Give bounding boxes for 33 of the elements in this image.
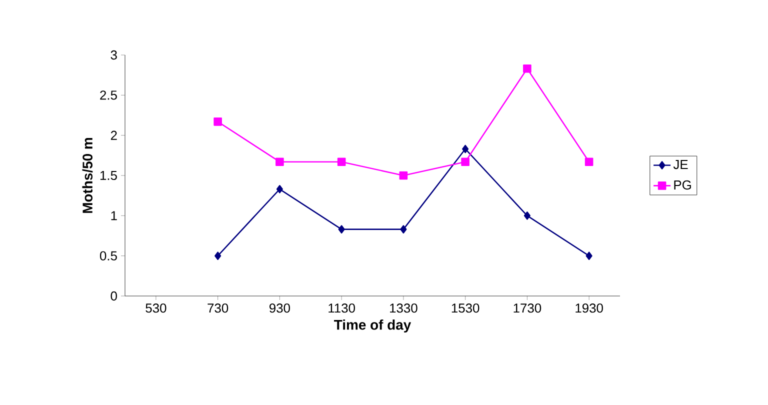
y-tick-label: 1.5 — [100, 170, 117, 180]
point — [214, 118, 222, 126]
x-tick-label: 730 — [208, 304, 228, 313]
x-tick-label: 930 — [269, 304, 290, 313]
y-tick-label: 2 — [110, 130, 117, 140]
y-tick-label: 0 — [110, 291, 117, 301]
point — [586, 252, 592, 260]
point — [214, 252, 222, 260]
point — [338, 225, 345, 234]
x-tick-label: 530 — [146, 304, 166, 313]
x-tick-label: 1330 — [390, 304, 418, 313]
x-tick-label: 1130 — [328, 304, 355, 313]
x-tick-label: 1730 — [514, 304, 542, 313]
x-axis-title: Time of day — [334, 320, 412, 333]
y-tick-label: 1 — [111, 211, 117, 220]
point — [400, 225, 407, 234]
x-tick-label: 1930 — [576, 304, 603, 313]
point — [584, 158, 594, 166]
point — [276, 185, 283, 194]
point — [524, 212, 530, 220]
point — [523, 64, 532, 73]
point — [399, 171, 408, 180]
x-tick-label: 1530 — [452, 304, 480, 313]
point — [461, 158, 470, 166]
y-tick-label: 0.5 — [100, 251, 117, 260]
point — [337, 158, 346, 166]
y-tick-label: 2.5 — [100, 90, 117, 100]
legend-label: PG — [674, 180, 691, 190]
y-tick-label: 3 — [110, 50, 117, 60]
legend-label: JE — [673, 160, 688, 170]
y-axis-title: Moths/50 m — [82, 138, 93, 213]
point — [462, 144, 469, 154]
point — [276, 158, 284, 166]
